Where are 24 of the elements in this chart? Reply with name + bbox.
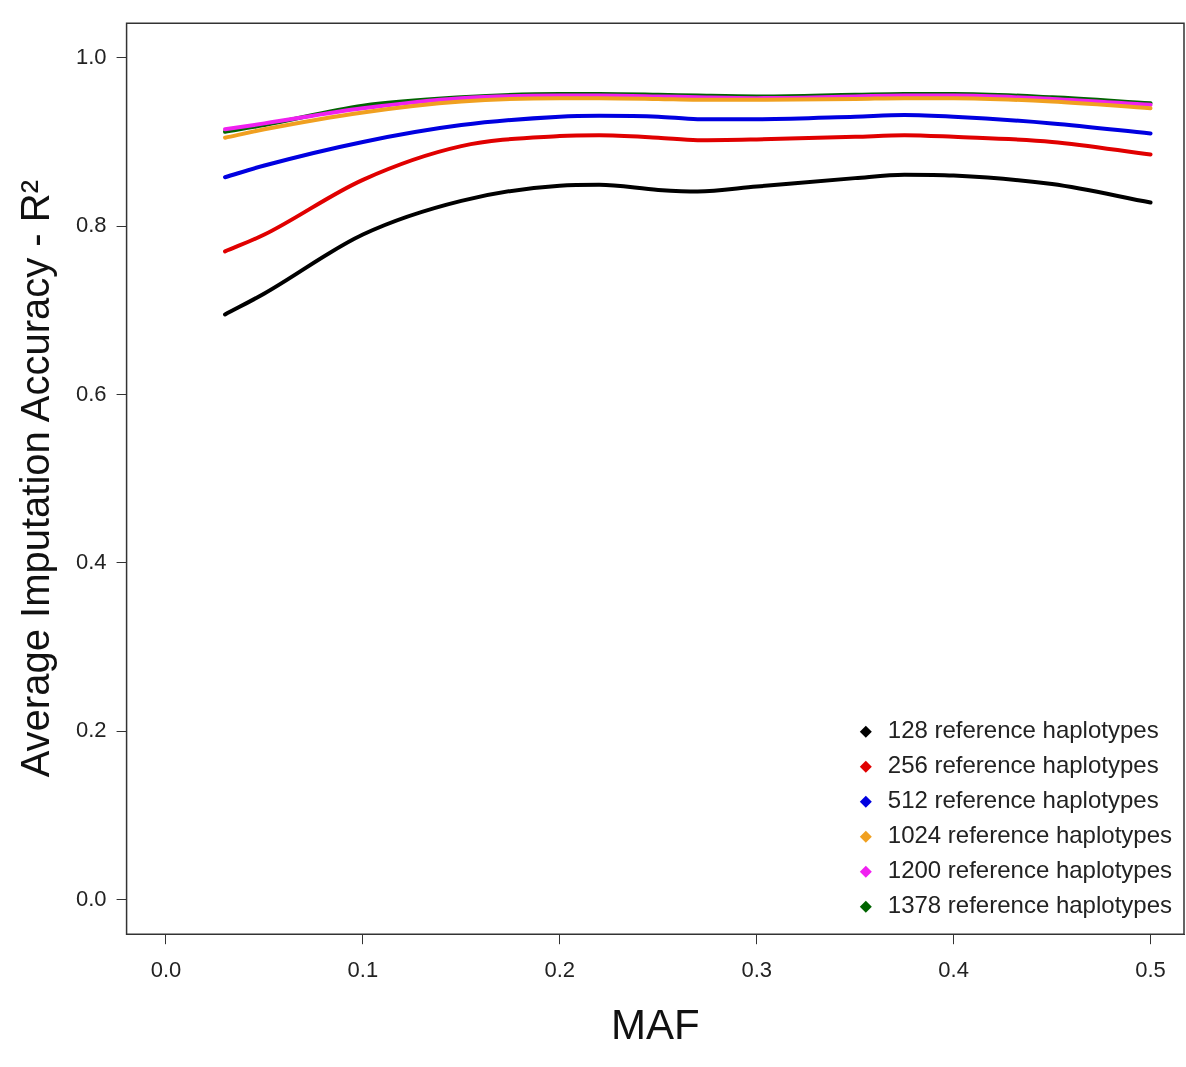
legend-label: 1378 reference haplotypes: [887, 891, 1172, 919]
y-axis-title: Average Imputation Accuracy - R²: [13, 180, 58, 778]
y-tick-label: 1.0: [75, 43, 107, 69]
y-tick-label: 0.0: [75, 885, 107, 911]
y-tick-label: 0.2: [75, 717, 107, 743]
x-tick-label: 0.2: [544, 957, 576, 983]
line-series: [223, 172, 1153, 317]
x-axis-title: MAF: [610, 1001, 700, 1049]
legend-label: 256 reference haplotypes: [887, 751, 1159, 779]
legend-label: 1024 reference haplotypes: [887, 821, 1172, 849]
y-tick-label: 0.6: [75, 380, 107, 406]
line-series: [223, 112, 1153, 180]
line-series: [223, 96, 1153, 140]
x-tick-label: 0.5: [1135, 957, 1166, 983]
line-series: [223, 133, 1153, 254]
legend-label: 512 reference haplotypes: [887, 786, 1159, 814]
legend-label: 1200 reference haplotypes: [887, 856, 1172, 884]
legend-label: 128 reference haplotypes: [887, 716, 1159, 744]
y-tick-label: 0.4: [75, 548, 107, 574]
x-tick-label: 0.3: [741, 957, 772, 983]
x-tick-label: 0.1: [347, 957, 379, 983]
x-tick-label: 0.0: [150, 957, 182, 983]
x-tick-label: 0.4: [938, 957, 969, 983]
y-tick-label: 0.8: [75, 212, 107, 238]
